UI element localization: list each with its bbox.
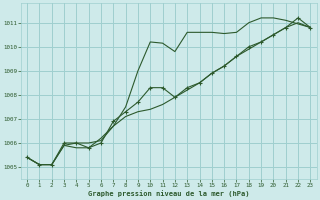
X-axis label: Graphe pression niveau de la mer (hPa): Graphe pression niveau de la mer (hPa) [88, 190, 250, 197]
